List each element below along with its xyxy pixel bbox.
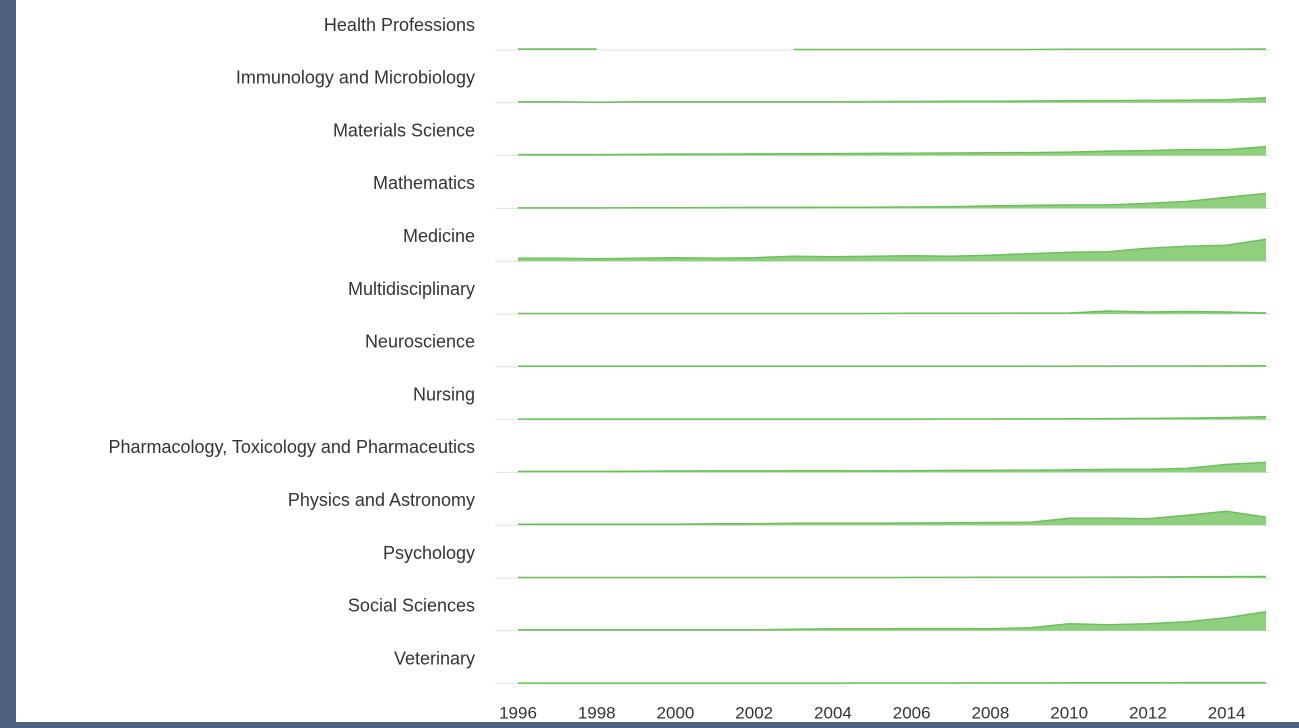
area-line — [518, 415, 1267, 420]
row-label: Multidisciplinary — [348, 279, 475, 299]
x-tick-label: 1998 — [578, 703, 616, 722]
x-tick-label: 2002 — [735, 703, 773, 722]
area-line — [518, 510, 1267, 525]
area-line — [518, 611, 1267, 631]
row-label: Health Professions — [324, 15, 475, 35]
area — [518, 97, 1266, 103]
area-line — [518, 461, 1267, 473]
area-line — [518, 97, 1267, 104]
x-tick-label: 2004 — [814, 703, 852, 722]
panel — [16, 0, 1299, 722]
row-label: Materials Science — [333, 120, 475, 140]
area-line — [518, 192, 1267, 209]
row-label: Social Sciences — [348, 596, 475, 616]
row-label: Physics and Astronomy — [288, 490, 475, 510]
row-label: Medicine — [403, 226, 475, 246]
area — [518, 511, 1266, 526]
area-line — [518, 145, 1267, 156]
x-tick-label: 2010 — [1050, 703, 1088, 722]
row-label: Veterinary — [394, 648, 475, 668]
area-line — [518, 681, 1266, 684]
x-tick-label: 2008 — [972, 703, 1010, 722]
area-line — [518, 575, 1267, 579]
row-label: Mathematics — [373, 173, 475, 193]
row-label: Nursing — [413, 384, 475, 404]
area — [518, 193, 1266, 209]
row-label: Immunology and Microbiology — [236, 68, 475, 88]
x-tick-label: 2006 — [893, 703, 931, 722]
row-label: Pharmacology, Toxicology and Pharmaceuti… — [108, 437, 475, 457]
row-label: Neuroscience — [365, 332, 475, 352]
x-tick-label: 1996 — [499, 703, 537, 722]
x-tick-label: 2012 — [1129, 703, 1167, 722]
area-line — [518, 310, 1267, 315]
area-line — [518, 365, 1267, 368]
row-label: Psychology — [383, 543, 475, 563]
area — [518, 146, 1266, 156]
area — [518, 611, 1266, 631]
area — [518, 239, 1266, 262]
area-line — [518, 48, 1267, 51]
x-tick-label: 2000 — [657, 703, 695, 722]
x-tick-label: 2014 — [1208, 703, 1246, 722]
area-line — [518, 238, 1267, 260]
